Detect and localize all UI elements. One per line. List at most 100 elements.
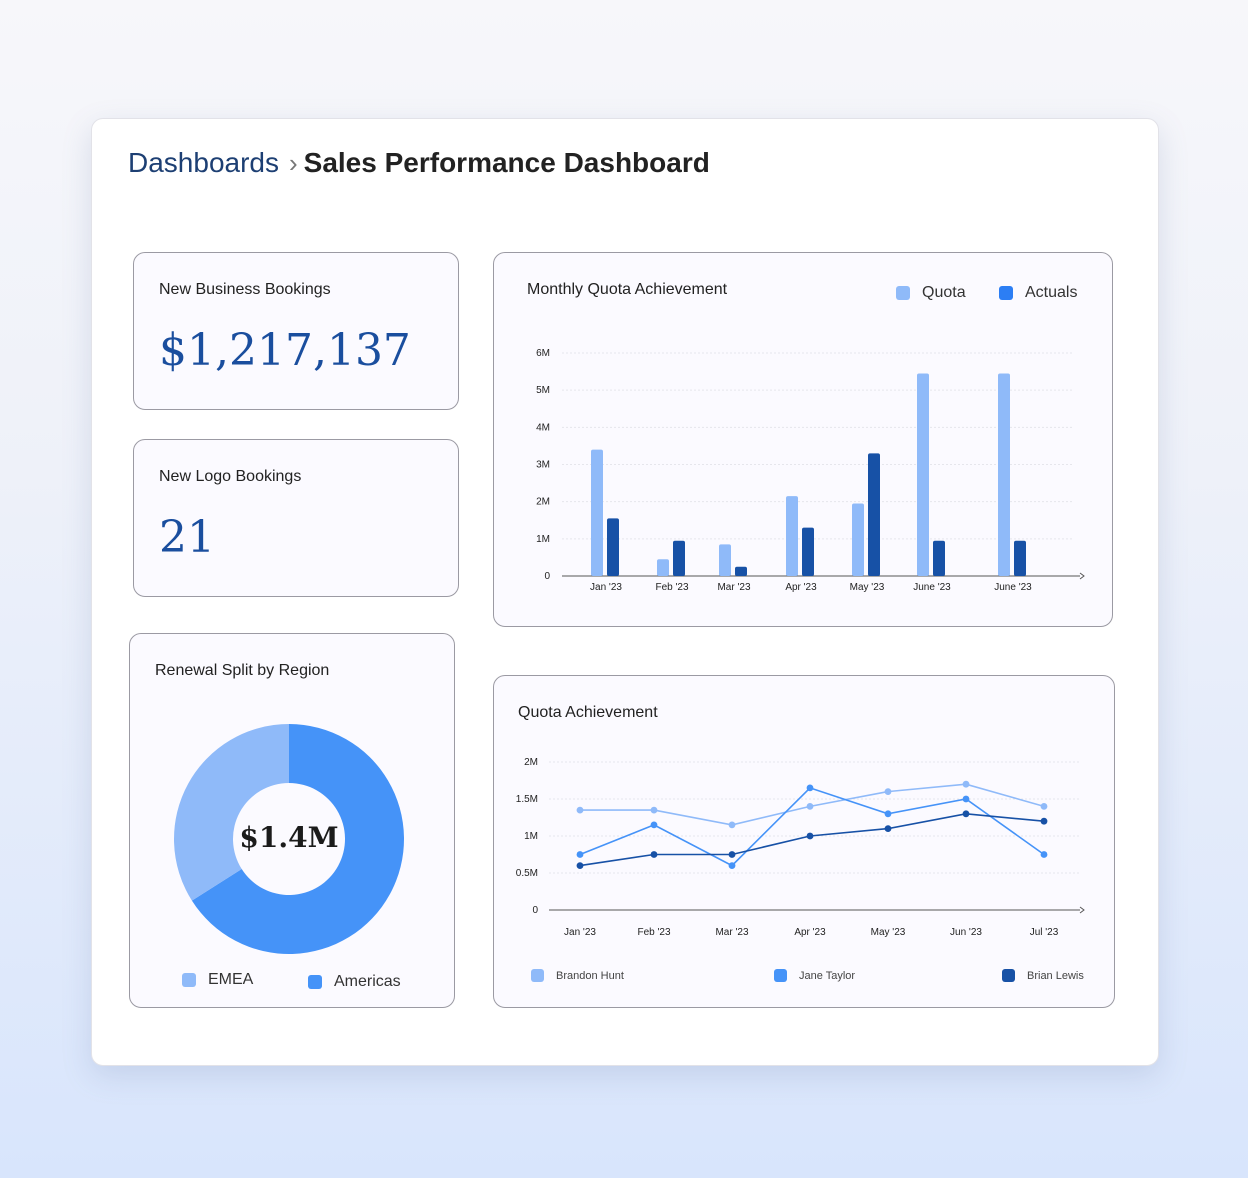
series-point[interactable] bbox=[728, 862, 736, 869]
chevron-right-icon: › bbox=[288, 147, 298, 178]
legend-americas-label: Americas bbox=[334, 973, 401, 990]
series-point[interactable] bbox=[806, 803, 814, 810]
bar-quota[interactable] bbox=[998, 373, 1010, 576]
y-tick-label: 0 bbox=[544, 571, 550, 582]
series-point[interactable] bbox=[728, 851, 736, 858]
legend-brandon-hunt-label: Brandon Hunt bbox=[556, 969, 624, 982]
y-tick-label: 0 bbox=[532, 905, 538, 916]
y-tick-label: 0.5M bbox=[516, 868, 538, 879]
donut-slice-americas[interactable] bbox=[191, 724, 404, 954]
bar-actuals[interactable] bbox=[735, 566, 747, 576]
bar-quota[interactable] bbox=[657, 559, 669, 576]
x-tick-label: May '23 bbox=[850, 582, 885, 593]
x-tick-label: Apr '23 bbox=[794, 927, 826, 938]
bar-quota[interactable] bbox=[719, 544, 731, 576]
x-axis-arrow bbox=[1079, 906, 1085, 914]
bar-actuals[interactable] bbox=[607, 518, 619, 576]
breadcrumb: Dashboards › Sales Performance Dashboard bbox=[128, 143, 710, 183]
legend-actuals: Actuals bbox=[999, 284, 1077, 302]
bar-actuals[interactable] bbox=[868, 453, 880, 576]
legend-brian-lewis-label: Brian Lewis bbox=[1027, 969, 1084, 982]
series-point[interactable] bbox=[1040, 803, 1048, 810]
legend-jane-taylor: Jane Taylor bbox=[774, 969, 855, 982]
legend-swatch bbox=[308, 975, 322, 989]
bar-quota[interactable] bbox=[852, 503, 864, 576]
series-point[interactable] bbox=[962, 795, 970, 803]
renewal-donut: $1.4M bbox=[173, 723, 405, 955]
y-tick-label: 3M bbox=[536, 460, 550, 471]
series-point[interactable] bbox=[576, 806, 584, 814]
legend-quota-label: Quota bbox=[922, 284, 966, 301]
bar-actuals[interactable] bbox=[673, 540, 685, 576]
x-tick-label: May '23 bbox=[871, 927, 906, 938]
series-line bbox=[579, 786, 1045, 867]
series-point[interactable] bbox=[962, 780, 970, 788]
x-tick-label: Feb '23 bbox=[655, 582, 688, 593]
y-tick-label: 1M bbox=[524, 831, 538, 842]
bar-quota[interactable] bbox=[786, 496, 798, 576]
series-point[interactable] bbox=[806, 832, 814, 840]
legend-emea: EMEA bbox=[182, 971, 253, 989]
bar-quota[interactable] bbox=[917, 373, 929, 576]
bar-actuals[interactable] bbox=[933, 540, 945, 576]
x-axis-arrow bbox=[1079, 572, 1085, 580]
series-point[interactable] bbox=[1040, 817, 1048, 825]
y-tick-label: 4M bbox=[536, 422, 550, 433]
new-logo-bookings-value: 21 bbox=[159, 512, 215, 563]
x-tick-label: Mar '23 bbox=[717, 582, 750, 593]
y-tick-label: 2M bbox=[536, 497, 550, 508]
x-tick-label: Feb '23 bbox=[637, 927, 670, 938]
series-point[interactable] bbox=[806, 784, 814, 792]
x-tick-label: Jan '23 bbox=[590, 582, 622, 593]
legend-actuals-label: Actuals bbox=[1025, 284, 1078, 301]
series-point[interactable] bbox=[884, 810, 892, 818]
monthly-quota-bar-chart: 0 1M 2M 3M 4M 5M 6M Jan '23 Feb '23 Mar '23 Apr '2… bbox=[536, 348, 1085, 593]
renewal-donut-chart bbox=[174, 724, 404, 954]
legend-brandon-hunt: Brandon Hunt bbox=[531, 969, 624, 982]
bar-quota[interactable] bbox=[591, 449, 603, 576]
quota-achievement-card: Quota Achievement 0 0.5M 1M 1.5M 2M Jan '23 Fe… bbox=[493, 675, 1115, 1008]
donut-slice-emea[interactable] bbox=[174, 724, 289, 901]
quota-achievement-title: Quota Achievement bbox=[518, 704, 658, 721]
new-business-bookings-card: New Business Bookings $1,217,137 bbox=[133, 252, 459, 410]
donut-center-label: $1.4M bbox=[239, 821, 339, 854]
legend-swatch bbox=[1002, 969, 1015, 982]
series-point[interactable] bbox=[576, 851, 584, 858]
y-tick-label: 1M bbox=[536, 534, 550, 545]
legend-swatch bbox=[182, 973, 196, 987]
legend-jane-taylor-label: Jane Taylor bbox=[799, 969, 856, 982]
legend-swatch bbox=[896, 286, 910, 300]
y-tick-label: 1.5M bbox=[516, 794, 538, 805]
series-point[interactable] bbox=[884, 825, 892, 832]
x-tick-label: Jul '23 bbox=[1030, 927, 1059, 938]
legend-swatch bbox=[531, 969, 544, 982]
bar-actuals[interactable] bbox=[802, 527, 814, 576]
series-line bbox=[579, 812, 1045, 867]
new-business-bookings-value: $1,217,137 bbox=[159, 325, 411, 376]
series-point[interactable] bbox=[650, 821, 658, 829]
legend-brian-lewis: Brian Lewis bbox=[1002, 969, 1084, 982]
new-logo-bookings-label: New Logo Bookings bbox=[159, 468, 302, 485]
series-point[interactable] bbox=[728, 821, 736, 829]
series-point[interactable] bbox=[650, 851, 658, 858]
series-point[interactable] bbox=[884, 788, 892, 795]
monthly-quota-title: Monthly Quota Achievement bbox=[527, 281, 728, 298]
renewal-split-card: Renewal Split by Region $1.4M EMEA Ameri… bbox=[129, 633, 455, 1008]
legend-emea-label: EMEA bbox=[208, 971, 254, 988]
x-tick-label: June '23 bbox=[994, 582, 1032, 593]
series-point[interactable] bbox=[962, 810, 970, 818]
x-tick-label: Jun '23 bbox=[950, 927, 982, 938]
new-logo-bookings-card: New Logo Bookings 21 bbox=[133, 439, 459, 597]
series-point[interactable] bbox=[650, 806, 658, 814]
series-point[interactable] bbox=[576, 862, 584, 869]
monthly-quota-card: Monthly Quota Achievement Quota Actuals … bbox=[493, 252, 1113, 627]
y-tick-label: 5M bbox=[536, 385, 550, 396]
x-tick-label: Jan '23 bbox=[564, 927, 596, 938]
legend-quota: Quota bbox=[896, 284, 966, 302]
bar-actuals[interactable] bbox=[1014, 540, 1026, 576]
series-point[interactable] bbox=[1040, 851, 1048, 858]
new-business-bookings-label: New Business Bookings bbox=[159, 281, 331, 298]
y-tick-label: 6M bbox=[536, 348, 550, 359]
breadcrumb-dashboards-link[interactable]: Dashboards bbox=[128, 147, 279, 178]
x-tick-label: Apr '23 bbox=[785, 582, 817, 593]
